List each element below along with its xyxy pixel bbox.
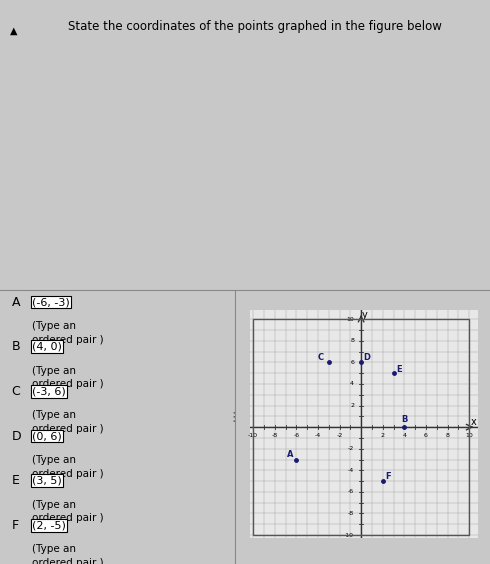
Text: -6: -6	[294, 433, 299, 438]
Text: -4: -4	[315, 433, 321, 438]
Text: E: E	[12, 474, 20, 487]
Text: (Type an: (Type an	[32, 455, 76, 465]
Text: F: F	[385, 472, 391, 481]
Text: 10: 10	[346, 316, 354, 321]
Text: ordered pair ): ordered pair )	[32, 558, 103, 564]
Text: -6: -6	[348, 490, 354, 495]
Text: C: C	[12, 385, 21, 398]
Text: y: y	[362, 310, 368, 320]
Text: C: C	[318, 354, 324, 363]
Text: -4: -4	[348, 468, 354, 473]
Text: 8: 8	[350, 338, 354, 343]
Text: -10: -10	[344, 532, 354, 537]
Text: (-3, 6): (-3, 6)	[32, 386, 66, 396]
Text: ordered pair ): ordered pair )	[32, 469, 103, 478]
Text: (-6, -3): (-6, -3)	[32, 297, 70, 307]
Text: (2, -5): (2, -5)	[32, 521, 66, 530]
Text: -10: -10	[248, 433, 258, 438]
Text: 4: 4	[350, 381, 354, 386]
Text: D: D	[363, 354, 370, 363]
Text: x: x	[471, 417, 477, 427]
Text: F: F	[12, 519, 19, 532]
Text: ordered pair ): ordered pair )	[32, 513, 103, 523]
Text: 2: 2	[381, 433, 385, 438]
Text: A: A	[287, 450, 293, 459]
Text: -8: -8	[348, 511, 354, 516]
Text: D: D	[12, 430, 21, 443]
Text: E: E	[396, 365, 402, 374]
Text: ⋮: ⋮	[227, 411, 240, 424]
Text: 4: 4	[402, 433, 406, 438]
Text: ▲: ▲	[10, 25, 17, 36]
Text: 10: 10	[465, 433, 473, 438]
Text: State the coordinates of the points graphed in the figure below: State the coordinates of the points grap…	[68, 20, 442, 33]
Text: 8: 8	[445, 433, 449, 438]
Text: 6: 6	[424, 433, 428, 438]
Text: B: B	[12, 340, 20, 353]
Text: (Type an: (Type an	[32, 411, 76, 421]
Text: ordered pair ): ordered pair )	[32, 334, 103, 345]
Text: (Type an: (Type an	[32, 544, 76, 554]
Text: (Type an: (Type an	[32, 500, 76, 510]
Text: (Type an: (Type an	[32, 321, 76, 331]
Text: -8: -8	[271, 433, 278, 438]
Text: B: B	[401, 415, 408, 424]
Text: A: A	[12, 296, 20, 309]
Text: ordered pair ): ordered pair )	[32, 379, 103, 389]
Text: 6: 6	[350, 360, 354, 365]
Text: -2: -2	[337, 433, 343, 438]
Text: -2: -2	[348, 446, 354, 451]
Text: (4, 0): (4, 0)	[32, 342, 62, 352]
Text: 2: 2	[350, 403, 354, 408]
Text: (3, 5): (3, 5)	[32, 475, 62, 486]
Text: ordered pair ): ordered pair )	[32, 424, 103, 434]
Text: (0, 6): (0, 6)	[32, 431, 62, 441]
Text: (Type an: (Type an	[32, 366, 76, 376]
